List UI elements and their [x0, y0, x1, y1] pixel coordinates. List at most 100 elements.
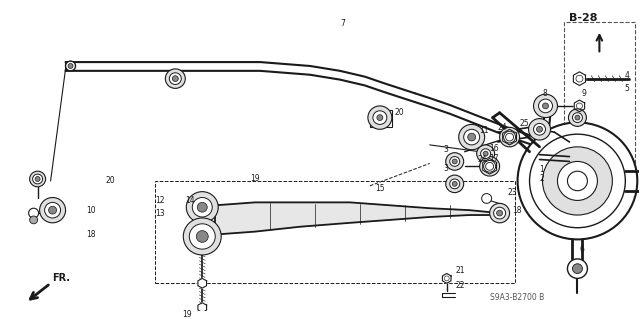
Circle shape: [35, 176, 40, 182]
Text: 24: 24: [477, 155, 487, 164]
Circle shape: [529, 134, 625, 228]
Circle shape: [459, 124, 484, 150]
Text: 1: 1: [540, 165, 544, 174]
Bar: [564, 22, 636, 163]
Circle shape: [186, 192, 218, 223]
Text: 17: 17: [490, 154, 499, 163]
Circle shape: [575, 115, 580, 120]
Circle shape: [518, 122, 637, 239]
Text: 8: 8: [543, 89, 547, 98]
Text: 24: 24: [498, 123, 508, 132]
Circle shape: [45, 202, 61, 218]
Text: 10: 10: [86, 206, 96, 215]
Text: 14: 14: [186, 196, 195, 205]
Circle shape: [373, 111, 387, 124]
Circle shape: [577, 103, 582, 109]
Polygon shape: [483, 159, 497, 174]
Text: B-28: B-28: [570, 13, 598, 23]
Text: 2: 2: [540, 174, 544, 183]
Circle shape: [490, 203, 509, 223]
Text: 19: 19: [250, 174, 260, 183]
Text: 18: 18: [86, 230, 96, 239]
Text: 15: 15: [375, 184, 385, 193]
Text: 3: 3: [444, 164, 449, 173]
Text: 9: 9: [581, 89, 586, 98]
Polygon shape: [198, 303, 207, 313]
Text: 5: 5: [625, 84, 629, 93]
Circle shape: [486, 162, 493, 170]
Text: 7: 7: [340, 19, 345, 28]
Text: 16: 16: [490, 144, 499, 153]
Text: 4: 4: [625, 71, 629, 80]
Circle shape: [165, 69, 186, 88]
Circle shape: [172, 76, 179, 82]
Circle shape: [481, 149, 491, 159]
Circle shape: [572, 264, 582, 273]
Polygon shape: [573, 72, 586, 85]
Circle shape: [197, 202, 207, 212]
Text: FR.: FR.: [52, 273, 70, 283]
Circle shape: [484, 160, 495, 172]
Circle shape: [493, 207, 506, 219]
Circle shape: [483, 151, 488, 156]
Circle shape: [29, 171, 45, 187]
Circle shape: [497, 210, 502, 216]
Polygon shape: [442, 273, 451, 283]
Polygon shape: [198, 278, 207, 288]
Bar: [156, 181, 515, 283]
Text: 11: 11: [479, 126, 489, 135]
Bar: [370, 110, 392, 127]
Circle shape: [368, 106, 392, 129]
Circle shape: [543, 103, 548, 109]
Circle shape: [68, 63, 73, 68]
Circle shape: [534, 123, 545, 135]
Circle shape: [29, 216, 38, 224]
Text: 25: 25: [520, 119, 529, 128]
Text: 19: 19: [182, 310, 192, 319]
Circle shape: [29, 208, 38, 218]
Circle shape: [49, 206, 56, 214]
Circle shape: [557, 161, 597, 200]
Circle shape: [500, 127, 520, 147]
Circle shape: [377, 115, 383, 121]
Circle shape: [568, 171, 588, 191]
Circle shape: [538, 99, 552, 113]
Text: S9A3-B2700 B: S9A3-B2700 B: [490, 293, 544, 302]
Text: 18: 18: [513, 206, 522, 215]
Text: 20: 20: [395, 108, 404, 117]
Circle shape: [65, 61, 76, 71]
Polygon shape: [215, 202, 500, 234]
Circle shape: [452, 159, 457, 164]
Circle shape: [444, 276, 449, 281]
Polygon shape: [574, 100, 584, 112]
Circle shape: [445, 175, 464, 193]
Text: 12: 12: [156, 196, 165, 205]
Circle shape: [576, 75, 583, 82]
Text: 21: 21: [456, 266, 465, 275]
Circle shape: [477, 145, 495, 162]
Circle shape: [529, 119, 550, 140]
Circle shape: [33, 174, 43, 184]
Circle shape: [572, 113, 582, 122]
Circle shape: [189, 224, 215, 249]
Circle shape: [534, 94, 557, 118]
Circle shape: [543, 147, 612, 215]
Text: 22: 22: [456, 281, 465, 290]
Circle shape: [450, 179, 460, 189]
Circle shape: [504, 131, 516, 143]
Polygon shape: [502, 129, 516, 145]
Text: 3: 3: [444, 145, 449, 154]
Circle shape: [445, 153, 464, 170]
Circle shape: [536, 126, 543, 132]
Circle shape: [506, 133, 513, 141]
Circle shape: [468, 133, 476, 141]
Circle shape: [568, 259, 588, 278]
Text: 13: 13: [156, 209, 165, 218]
Circle shape: [192, 197, 212, 217]
Circle shape: [452, 182, 457, 186]
Circle shape: [482, 194, 492, 203]
Text: 20: 20: [106, 176, 115, 185]
Circle shape: [479, 157, 500, 176]
Circle shape: [450, 157, 460, 166]
Circle shape: [40, 197, 65, 223]
